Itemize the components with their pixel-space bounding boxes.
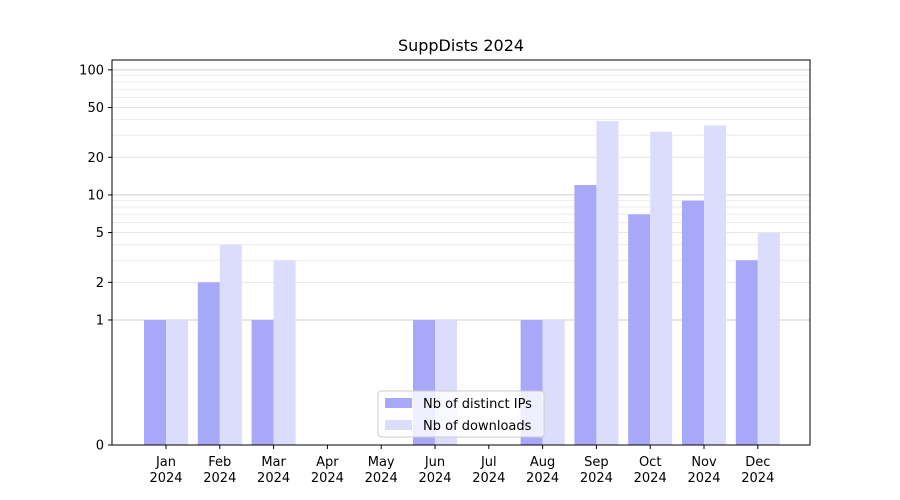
- x-tick-label-month: May: [368, 455, 395, 470]
- legend: Nb of distinct IPs Nb of downloads: [377, 390, 545, 438]
- x-tick-label-year: 2024: [741, 471, 774, 486]
- x-tick-label-year: 2024: [311, 471, 344, 486]
- x-tick-label-year: 2024: [418, 471, 451, 486]
- x-tick-label-month: Aug: [530, 455, 555, 470]
- bar: [166, 319, 188, 445]
- x-tick-label-year: 2024: [634, 471, 667, 486]
- bar: [144, 319, 166, 445]
- bar: [682, 200, 704, 445]
- x-tick-label-month: Oct: [639, 455, 661, 470]
- series-bars: [166, 121, 780, 446]
- x-tick-label-month: Jun: [424, 455, 445, 470]
- legend-label-distinct-ips: Nb of distinct IPs: [423, 397, 532, 412]
- legend-label-downloads: Nb of downloads: [423, 419, 532, 434]
- x-tick-label-year: 2024: [365, 471, 398, 486]
- legend-swatch-downloads: [385, 420, 412, 430]
- y-tick-label: 10: [87, 188, 104, 203]
- legend-swatch-distinct-ips: [385, 398, 412, 408]
- y-tick-label: 5: [96, 226, 104, 241]
- bars: [144, 121, 780, 446]
- series-bars: [144, 185, 758, 445]
- plot-frame: [111, 59, 811, 446]
- legend-box: [377, 390, 545, 438]
- y-tick-label: 20: [87, 151, 104, 166]
- y-tick-label: 100: [79, 63, 104, 78]
- x-tick-label-year: 2024: [203, 471, 236, 486]
- x-tick-label-month: Jan: [155, 455, 176, 470]
- x-tick-label-month: Dec: [745, 455, 770, 470]
- x-tick-label-month: Mar: [261, 455, 286, 470]
- bar: [219, 244, 242, 445]
- bar: [197, 282, 220, 445]
- bar: [542, 319, 565, 445]
- bar: [735, 260, 758, 445]
- x-tick-label-year: 2024: [526, 471, 559, 486]
- y-tick-label: 2: [96, 276, 104, 291]
- bar: [273, 260, 296, 445]
- bar: [251, 319, 274, 445]
- x-tick-label-year: 2024: [149, 471, 182, 486]
- bar: [596, 121, 619, 446]
- bar: [757, 232, 780, 445]
- x-tick-label-year: 2024: [687, 471, 720, 486]
- x-tick-label-month: Feb: [208, 455, 231, 470]
- x-tick-label-month: Apr: [316, 455, 339, 470]
- x-tick-label-year: 2024: [472, 471, 505, 486]
- bar: [704, 125, 726, 445]
- y-tick-label: 50: [87, 101, 104, 116]
- y-axis: 0 1 2 5 10 20 50 100: [79, 63, 112, 454]
- x-tick-label-month: Nov: [691, 455, 717, 470]
- bar: [628, 214, 651, 445]
- x-tick-label-month: Sep: [584, 455, 609, 470]
- bar: [650, 131, 673, 445]
- x-tick-label-month: Jul: [480, 455, 497, 470]
- chart-title: SuppDists 2024: [398, 36, 524, 55]
- bar: [574, 185, 597, 445]
- y-tick-label: 0: [96, 439, 104, 454]
- x-tick-label-year: 2024: [257, 471, 290, 486]
- x-axis: Jan2024Feb2024Mar2024Apr2024May2024Jun20…: [149, 445, 774, 486]
- y-tick-label: 1: [96, 313, 104, 328]
- x-tick-label-year: 2024: [580, 471, 613, 486]
